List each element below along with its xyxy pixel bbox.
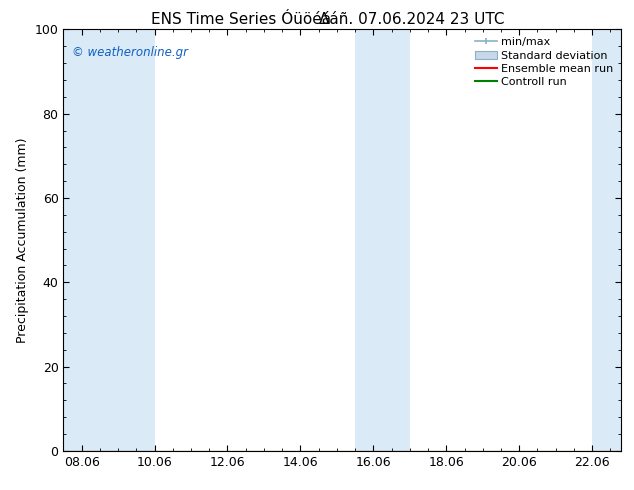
Text: Δáñ. 07.06.2024 23 UTC: Δáñ. 07.06.2024 23 UTC [320, 12, 505, 27]
Text: ENS Time Series Óüöéá: ENS Time Series Óüöéá [151, 12, 331, 27]
Y-axis label: Precipitation Accumulation (mm): Precipitation Accumulation (mm) [16, 137, 29, 343]
Bar [118, 29, 155, 451]
Bar [63, 29, 118, 451]
Text: © weatheronline.gr: © weatheronline.gr [72, 46, 188, 59]
Legend: min/max, Standard deviation, Ensemble mean run, Controll run: min/max, Standard deviation, Ensemble me… [472, 35, 616, 89]
Bar [592, 29, 621, 451]
Bar [355, 29, 410, 451]
